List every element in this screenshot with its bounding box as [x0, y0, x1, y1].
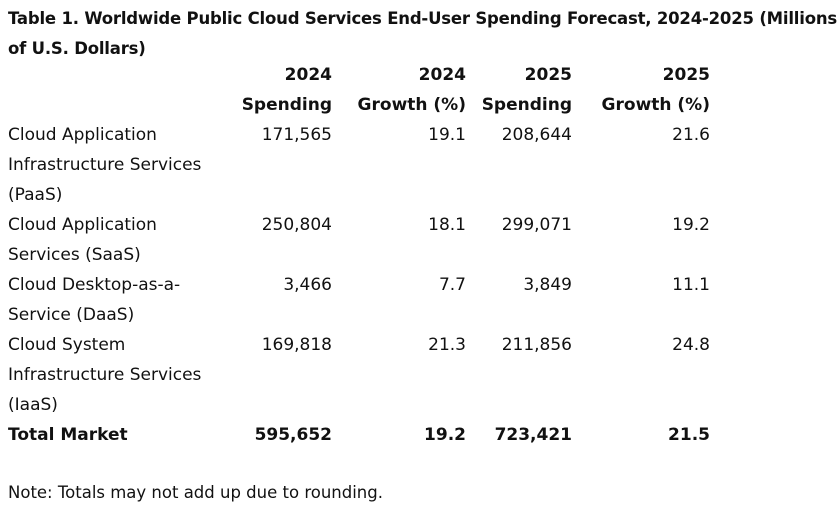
growth-2024-cell: 19.2	[424, 425, 466, 445]
footnote: Note: Totals may not add up due to round…	[8, 483, 383, 502]
growth-2024-cell: 21.3	[428, 335, 466, 355]
spend-2024-cell: 3,466	[283, 275, 332, 295]
column-header-metric: Growth (%)	[601, 95, 710, 115]
segment-cell: Cloud Application Infrastructure Service…	[0, 120, 216, 210]
growth-2025-cell: 19.2	[672, 215, 710, 235]
table-row-saas: Cloud Application Services (SaaS) 250,80…	[0, 210, 710, 270]
segment-line: Infrastructure Services	[8, 155, 202, 175]
column-header-2024-growth: 2024 Growth (%)	[332, 60, 466, 120]
segment-line: (PaaS)	[8, 185, 63, 205]
spend-2025-cell: 211,856	[501, 335, 572, 355]
column-header-metric: Spending	[481, 95, 572, 115]
column-header-year: 2025	[524, 65, 572, 85]
spending-forecast-table: 2024 Spending 2024 Growth (%) 2025 Spend…	[0, 60, 710, 450]
growth-2025-cell: 21.6	[672, 125, 710, 145]
table-row-daas: Cloud Desktop-as-a- Service (DaaS) 3,466…	[0, 270, 710, 330]
column-header-year: 2024	[418, 65, 466, 85]
segment-line: Service (DaaS)	[8, 305, 135, 325]
segment-line: Cloud Application	[8, 125, 157, 145]
spend-2025-cell: 208,644	[501, 125, 572, 145]
segment-line: Cloud Desktop-as-a-	[8, 275, 181, 295]
spend-2024-cell: 250,804	[261, 215, 332, 235]
table-row-iaas: Cloud System Infrastructure Services (Ia…	[0, 330, 710, 420]
spend-2025-cell: 723,421	[494, 425, 572, 445]
spend-2025-cell: 3,849	[523, 275, 572, 295]
column-header-metric: Growth (%)	[357, 95, 466, 115]
column-header-2025-spending: 2025 Spending	[466, 60, 572, 120]
column-header-2025-growth: 2025 Growth (%)	[572, 60, 710, 120]
column-header-year: 2024	[284, 65, 332, 85]
segment-line: (IaaS)	[8, 395, 58, 415]
spend-2024-cell: 169,818	[261, 335, 332, 355]
growth-2024-cell: 18.1	[428, 215, 466, 235]
segment-line: Services (SaaS)	[8, 245, 141, 265]
column-header-2024-spending: 2024 Spending	[216, 60, 332, 120]
column-header-year: 2025	[662, 65, 710, 85]
spend-2025-cell: 299,071	[501, 215, 572, 235]
spend-2024-cell: 171,565	[261, 125, 332, 145]
segment-line: Cloud Application	[8, 215, 157, 235]
segment-cell: Cloud System Infrastructure Services (Ia…	[0, 330, 216, 420]
growth-2025-cell: 11.1	[672, 275, 710, 295]
column-header-metric: Spending	[241, 95, 332, 115]
segment-cell: Cloud Desktop-as-a- Service (DaaS)	[0, 270, 216, 330]
table-row-total: Total Market 595,652 19.2 723,421 21.5	[0, 420, 710, 450]
growth-2024-cell: 7.7	[438, 275, 466, 295]
growth-2024-cell: 19.1	[428, 125, 466, 145]
table-header-row: 2024 Spending 2024 Growth (%) 2025 Spend…	[0, 60, 710, 120]
table-title: Table 1. Worldwide Public Cloud Services…	[8, 9, 838, 58]
segment-cell: Cloud Application Services (SaaS)	[0, 210, 216, 270]
segment-cell: Total Market	[8, 425, 128, 445]
segment-line: Infrastructure Services	[8, 365, 202, 385]
segment-line: Cloud System	[8, 335, 126, 355]
growth-2025-cell: 24.8	[672, 335, 710, 355]
spend-2024-cell: 595,652	[254, 425, 332, 445]
column-header-segment	[0, 60, 216, 120]
growth-2025-cell: 21.5	[668, 425, 710, 445]
table-row-paas: Cloud Application Infrastructure Service…	[0, 120, 710, 210]
